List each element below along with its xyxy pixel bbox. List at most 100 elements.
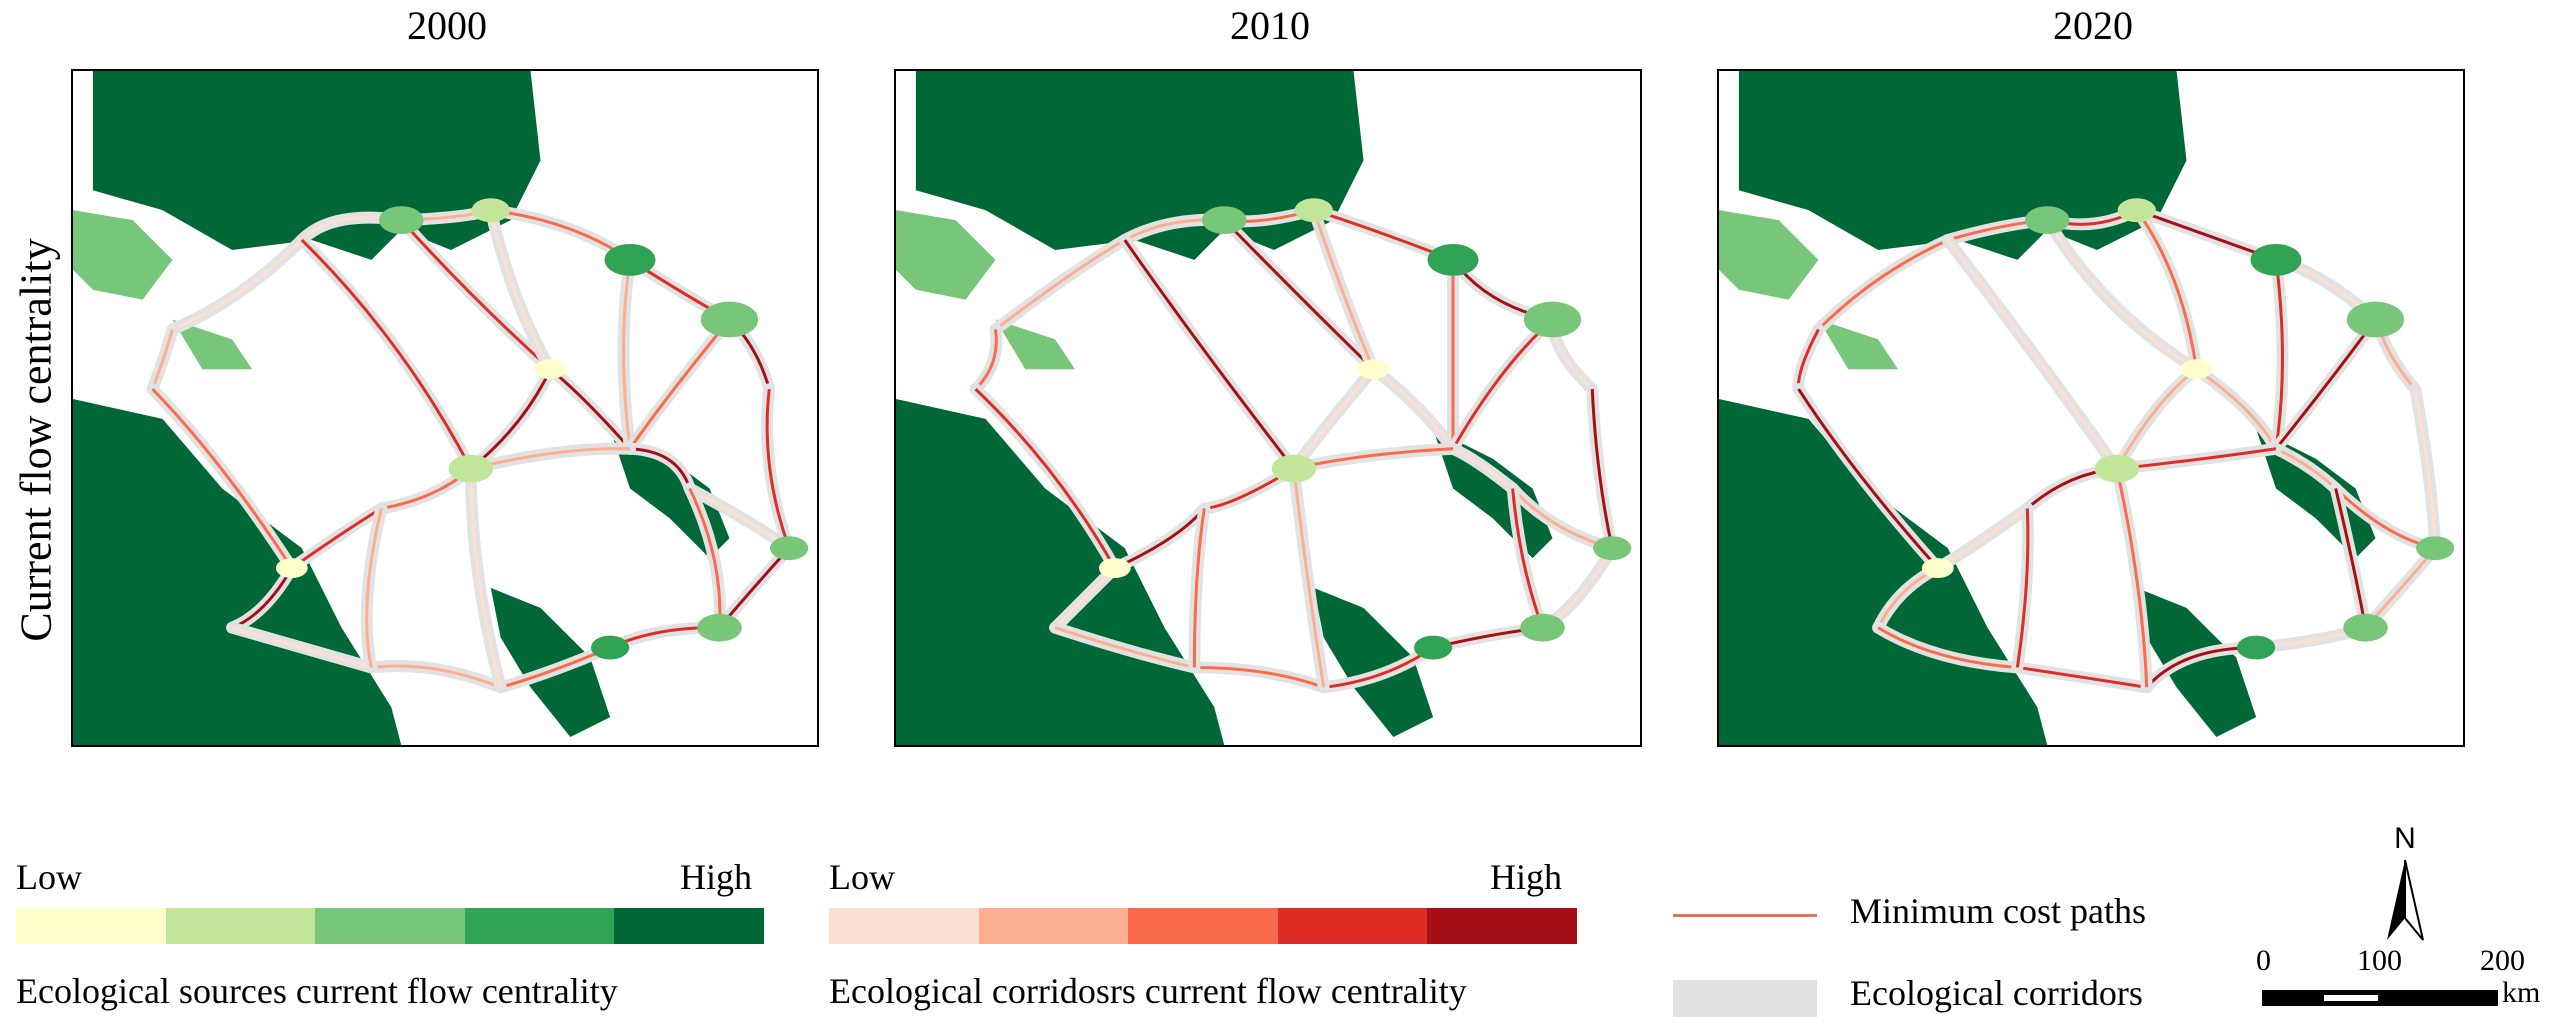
west-small-patch [172, 319, 253, 370]
ecological-source-patch [700, 301, 759, 338]
southwest-forest-patch [1719, 399, 2048, 745]
minimum-cost-path [1312, 209, 1375, 370]
ecological-source-patch [1427, 243, 1479, 276]
min-cost-path-swatch [1673, 914, 1817, 917]
minimum-cost-path [2135, 209, 2198, 370]
ecological-source-patch [2250, 243, 2302, 276]
scale-bar [2262, 990, 2498, 1006]
north-arrow-icon: N [2387, 822, 2424, 941]
ecological-corridor [1447, 313, 1559, 455]
ecological-source-patch [2094, 454, 2140, 483]
scale-label-100: 100 [2357, 944, 2402, 977]
ecological-source-patch [471, 198, 510, 223]
minimum-cost-path [469, 468, 503, 688]
corridors-high-label: High [1490, 857, 1562, 897]
ecological-source-patch [1523, 301, 1582, 338]
ramp-class-5 [614, 908, 764, 944]
minimum-cost-path [2116, 447, 2277, 471]
map-svg [1719, 71, 2455, 745]
ecological-source-patch [604, 243, 656, 276]
scale-bar-white-segment [2324, 995, 2378, 1001]
minimum-cost-path [2045, 219, 2198, 371]
minimum-cost-path [1123, 239, 1296, 470]
ecological-source-patch [770, 536, 809, 561]
minimum-cost-path [2195, 368, 2278, 450]
north-label: N [2394, 822, 2416, 855]
minimum-cost-path [994, 238, 1126, 331]
ecological-source-patch [378, 206, 424, 235]
west-small-patch [1818, 319, 1899, 370]
row-label: Current flow centrality [11, 238, 61, 642]
ecological-corridor [1586, 383, 1619, 555]
min-cost-path-label: Minimum cost paths [1850, 891, 2146, 931]
minimum-cost-path [2275, 447, 2337, 490]
ecological-corridor [1367, 363, 1459, 455]
minimum-cost-path [2413, 388, 2437, 549]
ecological-source-patch [2117, 198, 2156, 223]
corridors-legend-title: Ecological corridosrs current flow centr… [829, 971, 1467, 1011]
southwest-forest-patch [73, 399, 402, 745]
minimum-cost-path [2017, 665, 2147, 689]
ecological-corridor [1812, 234, 1954, 336]
minimum-cost-path [1937, 507, 2029, 570]
ecological-source-patch [697, 613, 742, 642]
ecological-source-patch [2416, 536, 2455, 561]
ecological-source-patch [2346, 301, 2405, 338]
minimum-cost-path [1511, 488, 1544, 629]
southwest-forest-patch [896, 399, 1225, 745]
ecological-source-patch [1921, 558, 1954, 578]
minimum-cost-path [231, 626, 372, 669]
ramp-class-4 [1277, 908, 1428, 944]
minimum-cost-path [1194, 665, 1325, 689]
minimum-cost-path [1877, 626, 2018, 669]
map-svg [896, 71, 1632, 745]
ecological-corridor [1287, 442, 1459, 475]
ecological-source-patch [1294, 198, 1333, 223]
north-forest-patch [1738, 71, 2187, 260]
south-forest-patch [490, 587, 611, 738]
ramp-class-2 [978, 908, 1129, 944]
minimum-cost-path [300, 238, 473, 470]
west-source-patch [896, 210, 996, 300]
ecological-source-patch [2180, 359, 2213, 380]
map-panel-2020 [1717, 69, 2465, 747]
corridor-swatch [1673, 980, 1817, 1017]
ramp-class-3 [315, 908, 465, 944]
minimum-cost-path [1054, 626, 1195, 669]
ecological-source-patch [1414, 635, 1453, 660]
corridor-label: Ecological corridors [1850, 973, 2143, 1013]
minimum-cost-path [489, 209, 552, 370]
ecological-corridor [464, 462, 507, 694]
south-forest-patch [2136, 587, 2257, 738]
ramp-class-4 [464, 908, 615, 944]
panel-title-2000: 2000 [407, 3, 487, 48]
sources-legend-title: Ecological sources current flow centrali… [16, 971, 618, 1011]
ecological-source-patch [591, 635, 630, 660]
west-source-patch [1719, 210, 1819, 300]
minimum-cost-path [1223, 219, 1375, 371]
ramp-class-1 [16, 908, 166, 944]
minimum-cost-path [151, 329, 174, 390]
ecological-source-patch [2237, 635, 2276, 660]
minimum-cost-path [628, 318, 731, 450]
ecological-source-patch [448, 454, 494, 483]
ramp-class-2 [165, 908, 316, 944]
scale-label-0: 0 [2256, 944, 2271, 977]
minimum-cost-path [974, 329, 998, 391]
minimum-cost-path [1817, 238, 1949, 331]
sources-color-ramp [16, 908, 764, 944]
ecological-source-patch [534, 359, 567, 380]
ecological-source-patch [1201, 206, 1247, 235]
minimum-cost-path [171, 238, 303, 331]
ecological-source-patch [1357, 359, 1390, 380]
minimum-cost-path [400, 219, 552, 371]
sources-high-label: High [680, 857, 752, 897]
ecological-source-patch [1271, 454, 1317, 483]
minimum-cost-path [2274, 259, 2284, 449]
minimum-cost-path [2115, 468, 2149, 688]
minimum-cost-path [371, 664, 502, 689]
ecological-corridor [2190, 363, 2282, 455]
panel-title-2020: 2020 [2053, 3, 2133, 48]
minimum-cost-path [974, 388, 1117, 569]
minimum-cost-path [688, 487, 722, 628]
